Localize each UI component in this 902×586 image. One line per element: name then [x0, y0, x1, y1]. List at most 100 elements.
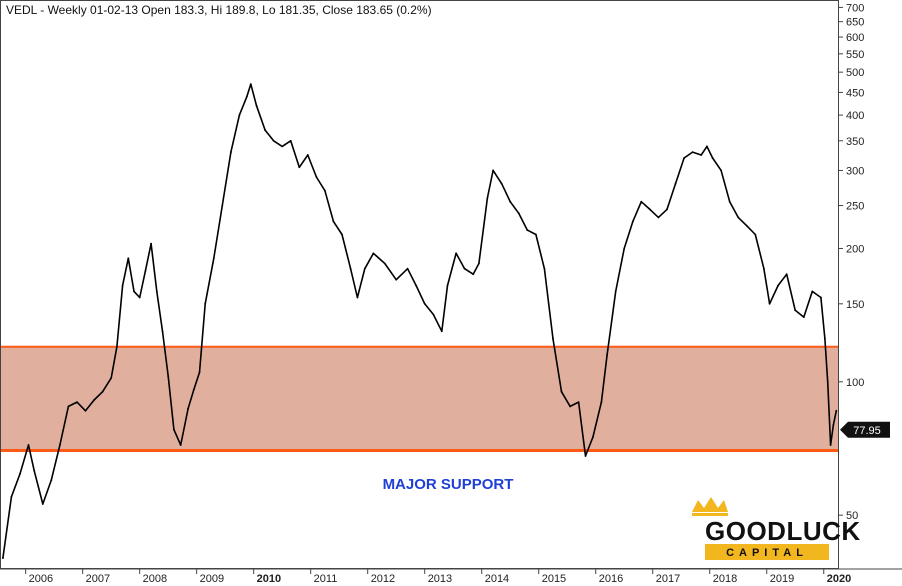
price-point [826, 380, 829, 383]
price-point [133, 290, 135, 293]
price-point [221, 204, 224, 207]
y-tick-label: 700 [846, 2, 864, 14]
price-point [832, 423, 835, 426]
price-point [623, 247, 626, 250]
price-point [526, 229, 529, 232]
y-tick-label: 550 [846, 49, 864, 61]
price-point [737, 216, 740, 219]
x-tick-label: 2014 [485, 573, 509, 585]
price-line-series-0 [2, 83, 838, 559]
price-point [76, 401, 78, 403]
price-point [509, 200, 512, 203]
price-point [332, 220, 335, 223]
price-point [811, 290, 814, 293]
chart-title: VEDL - Weekly 01-02-13 Open 183.3, Hi 18… [6, 3, 432, 17]
price-point [535, 233, 537, 236]
price-point [116, 345, 118, 348]
price-point [281, 145, 284, 148]
price-series [2, 83, 838, 559]
logo-subtitle: CAPITAL [726, 547, 808, 559]
price-point [455, 252, 457, 255]
price-point [592, 436, 594, 439]
price-point [198, 371, 201, 374]
price-point [356, 296, 359, 299]
price-point [666, 208, 668, 211]
y-tick-label: 650 [846, 17, 864, 29]
price-point [2, 557, 4, 559]
last-price-tag: 77.95 [840, 421, 890, 438]
price-point [463, 267, 466, 270]
price-point [93, 399, 95, 401]
x-axis: 2006 2007 2008 2009 2010 2011 2012 2013 2014 2015… [25, 569, 851, 585]
price-point [584, 455, 587, 457]
price-point [683, 157, 685, 159]
price-point [415, 284, 417, 287]
price-point [363, 267, 366, 270]
goodluck-capital-logo: GOODLUCK CAPITAL [692, 497, 861, 560]
price-point [802, 316, 805, 318]
price-point [121, 284, 124, 287]
logo-sub-band [705, 544, 829, 560]
price-point [383, 262, 386, 265]
x-tick-label: 2020 [827, 573, 851, 585]
price-point [517, 212, 520, 215]
price-point [423, 302, 426, 305]
y-axis: 50 100 150 200 250 300 350 400 450 500 550 600 650 70… [838, 2, 864, 522]
price-point [110, 377, 113, 379]
price-point [446, 284, 449, 287]
price-point [600, 401, 603, 403]
price-point [700, 154, 703, 156]
price-point [606, 354, 608, 356]
price-point [10, 496, 13, 498]
price-point [486, 197, 489, 199]
price-point [179, 444, 182, 446]
y-tick-label: 150 [846, 299, 864, 311]
y-tick-label: 300 [846, 165, 864, 177]
price-point [657, 216, 660, 219]
price-point [728, 200, 731, 203]
x-tick-label: 2016 [599, 573, 623, 585]
price-point [777, 284, 779, 287]
price-point [161, 330, 164, 333]
price-point [324, 189, 326, 192]
price-point [440, 330, 443, 333]
logo-wordmark: GOODLUCK [705, 516, 861, 546]
price-point [341, 233, 343, 236]
price-point [640, 200, 643, 203]
price-point [167, 375, 170, 377]
price-point [27, 444, 30, 446]
price-point [101, 390, 104, 393]
price-point [238, 114, 241, 116]
price-point [560, 390, 563, 393]
price-point [306, 154, 309, 156]
price-point [706, 145, 708, 148]
price-point [264, 129, 266, 132]
price-point [315, 176, 318, 178]
y-tick-label: 50 [846, 510, 858, 522]
price-point [543, 267, 546, 270]
price-point [173, 428, 175, 431]
crown-icon [692, 497, 728, 516]
x-tick-label: 2017 [656, 573, 680, 585]
price-point [245, 95, 248, 98]
x-tick-label: 2010 [257, 573, 281, 585]
price-point [720, 169, 722, 172]
price-point [298, 166, 301, 169]
x-tick-label: 2009 [200, 573, 224, 585]
price-point [150, 242, 153, 245]
price-point [406, 267, 409, 270]
price-point [144, 270, 147, 272]
price-point [829, 444, 832, 446]
x-tick-label: 2011 [314, 573, 338, 585]
price-point [472, 273, 475, 276]
last-price-value: 77.95 [853, 425, 881, 437]
price-point [33, 469, 36, 472]
y-tick-label: 400 [846, 110, 864, 122]
support-zone [0, 346, 838, 451]
y-tick-label: 450 [846, 87, 864, 99]
price-point [500, 182, 503, 185]
y-tick-label: 350 [846, 136, 864, 148]
price-point [820, 296, 822, 299]
price-point [492, 169, 494, 172]
